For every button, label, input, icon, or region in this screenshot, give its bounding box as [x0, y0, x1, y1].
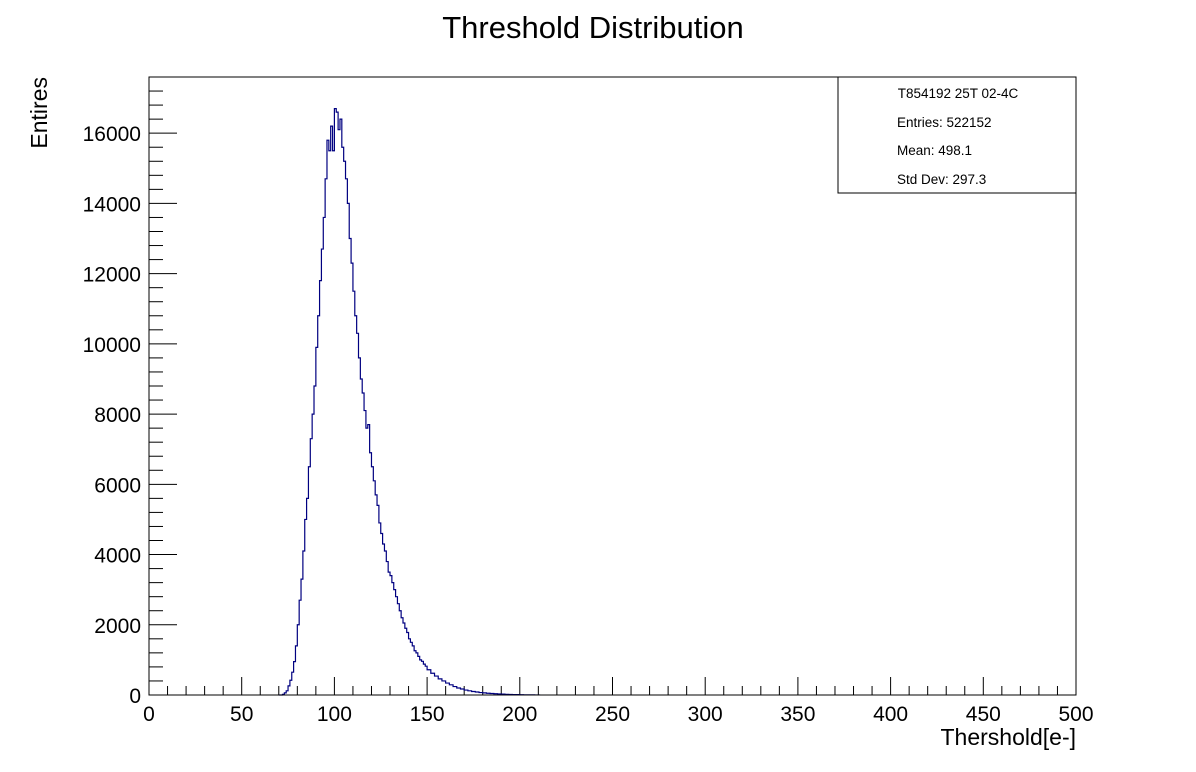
stats-entries: Entries: 522152: [897, 115, 992, 130]
y-tick-label: 2000: [94, 615, 141, 638]
x-tick-label: 500: [1058, 703, 1093, 726]
x-tick-label: 100: [317, 703, 352, 726]
y-tick-label: 12000: [83, 264, 141, 287]
stats-box: T854192 25T 02-4C Entries: 522152 Mean: …: [837, 76, 1077, 194]
axis-ticks: [148, 76, 1077, 696]
y-axis-label: Entires: [26, 77, 52, 149]
y-tick-label: 0: [129, 685, 141, 708]
stats-histogram-name: T854192 25T 02-4C: [898, 86, 1019, 101]
x-tick-label: 150: [410, 703, 445, 726]
x-axis-label: Thershold[e-]: [940, 724, 1076, 750]
x-tick-label: 0: [143, 703, 155, 726]
x-tick-label: 300: [688, 703, 723, 726]
y-tick-label: 4000: [94, 545, 141, 568]
y-tick-label: 14000: [83, 193, 141, 216]
stats-box-frame: [837, 76, 1077, 194]
axis-tick-labels: 0 50 100 150 200 250 300 350 400 450 500 0 2000 4000 6…: [83, 123, 1094, 726]
histogram-series-line: [278, 108, 541, 696]
stats-mean: Mean: 498.1: [897, 143, 972, 158]
stats-std-dev: Std Dev: 297.3: [897, 172, 986, 187]
x-tick-label: 400: [873, 703, 908, 726]
y-tick-label: 8000: [94, 404, 141, 427]
x-tick-label: 50: [230, 703, 253, 726]
x-tick-label: 450: [966, 703, 1001, 726]
y-tick-label: 6000: [94, 474, 141, 497]
plot-frame: [148, 76, 1077, 696]
x-tick-label: 350: [780, 703, 815, 726]
y-tick-label: 10000: [83, 334, 141, 357]
y-tick-label: 16000: [83, 123, 141, 146]
x-tick-label: 200: [502, 703, 537, 726]
chart-title: Threshold Distribution: [442, 10, 744, 45]
x-tick-label: 250: [595, 703, 630, 726]
